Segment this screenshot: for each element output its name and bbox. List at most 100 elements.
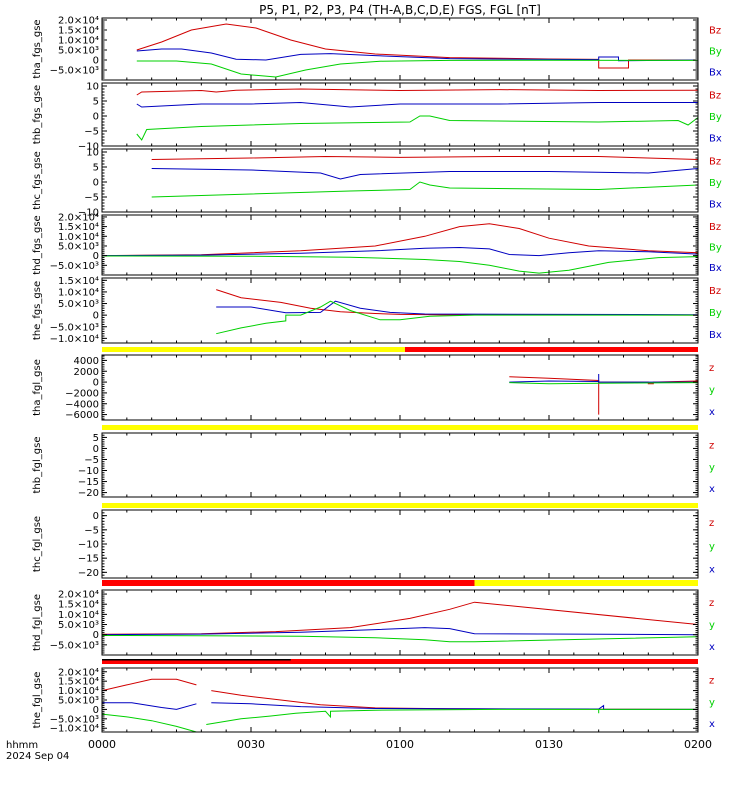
- y-tick-label: −5.0×10³: [50, 261, 99, 272]
- y-axis-label: tha_fgs_gse: [32, 19, 43, 78]
- footer-date: 2024 Sep 04: [6, 751, 69, 762]
- series-line-x: [136, 101, 698, 108]
- y-tick-label: 0: [93, 705, 99, 716]
- y-axis-label: thb_fgs_gse: [32, 85, 43, 144]
- series-line-z: [151, 155, 698, 160]
- y-tick-label: 5: [93, 163, 99, 174]
- panel-frame: [101, 589, 699, 656]
- legend-z: Bz: [709, 286, 721, 297]
- y-tick-label: 10: [86, 148, 99, 159]
- series-line-z: [216, 289, 698, 316]
- y-tick-label: −10: [78, 208, 99, 219]
- y-tick-label: −6000: [65, 410, 99, 421]
- y-tick-label: 0: [93, 311, 99, 322]
- y-tick-label: 5: [93, 433, 99, 444]
- y-tick-label: −2000: [65, 388, 99, 399]
- plot-title: P5, P1, P2, P3, P4 (TH-A,B,C,D,E) FGS, F…: [259, 3, 541, 17]
- legend-x: Bx: [709, 133, 722, 144]
- y-tick-label: 1.5×10⁴: [58, 26, 99, 37]
- y-tick-label: 10: [86, 82, 99, 93]
- y-axis-label: thc_fgl_gse: [32, 516, 43, 572]
- x-tick-label: 0130: [535, 738, 563, 751]
- legend-x: x: [709, 484, 715, 495]
- panel-frame: [101, 432, 699, 498]
- y-tick-label: 5.0×10³: [58, 620, 99, 631]
- y-tick-label: 2.0×10⁴: [58, 590, 99, 601]
- y-axis-label: thd_fgs_gse: [32, 215, 43, 274]
- panel-frame: [101, 354, 699, 421]
- status-bar-segment-red: [102, 580, 475, 586]
- x-tick-label: 0030: [237, 738, 265, 751]
- panel-thc_fgs_gse: 10 5 0 −5 −10 thc_fgs_gse Bz By Bx: [32, 148, 722, 219]
- panel-frame: [101, 277, 699, 344]
- series-line-x: [102, 246, 698, 257]
- y-tick-label: −15: [78, 554, 99, 565]
- y-tick-label: 1.0×10⁴: [58, 36, 99, 47]
- y-tick-label: 5.0×10³: [58, 46, 99, 57]
- legend-x: Bx: [709, 330, 722, 341]
- legend-x: x: [709, 407, 715, 418]
- y-tick-label: 0: [93, 56, 99, 67]
- status-bars-group: [102, 347, 698, 664]
- y-tick-label: 0: [93, 178, 99, 189]
- series-line-z: [102, 223, 698, 257]
- y-tick-label: 0: [93, 511, 99, 522]
- y-tick-label: 0: [93, 378, 99, 389]
- series-line-y: [216, 300, 698, 335]
- series-line-x: [509, 374, 698, 383]
- series-line-y: [509, 382, 698, 385]
- y-tick-label: 2.0×10⁴: [58, 667, 99, 678]
- y-tick-label: −4000: [65, 399, 99, 410]
- series-line-y: [102, 708, 698, 732]
- series-line-z: [136, 23, 698, 69]
- y-tick-label: 1.0×10⁴: [58, 686, 99, 697]
- y-tick-label: 0: [93, 444, 99, 455]
- y-tick-label: −10: [78, 142, 99, 153]
- y-axis-label: thd_fgl_gse: [32, 594, 43, 651]
- legend-x: x: [709, 564, 715, 575]
- legend-x: Bx: [709, 68, 722, 79]
- legend-z: Bz: [709, 25, 721, 36]
- series-line-x: [216, 300, 698, 316]
- y-tick-label: 1.0×10⁴: [58, 287, 99, 298]
- status-bar-segment-black: [102, 659, 291, 661]
- y-axis-label: thb_fgl_gse: [32, 437, 43, 494]
- y-tick-label: 1.0×10⁴: [58, 610, 99, 621]
- panel-frame: [101, 82, 699, 147]
- y-tick-label: −5.0×10³: [50, 322, 99, 333]
- legend-y: y: [709, 697, 715, 708]
- panel-thb_fgs_gse: 10 5 0 −5 −10 thb_fgs_gse Bz By Bx: [32, 82, 722, 153]
- series-line-y: [136, 59, 698, 78]
- y-tick-label: 1.5×10⁴: [58, 222, 99, 233]
- y-tick-label: 2.0×10⁴: [58, 16, 99, 27]
- y-tick-label: −5.0×10³: [50, 640, 99, 651]
- y-tick-label: 5.0×10³: [58, 241, 99, 252]
- panel-frame: [101, 214, 699, 276]
- series-line-x: [102, 702, 698, 710]
- y-tick-label: −5: [84, 525, 99, 536]
- x-tick-label: 0100: [386, 738, 414, 751]
- legend-z: Bz: [709, 91, 721, 102]
- y-tick-label: −5: [84, 193, 99, 204]
- panel-thc_fgl_gse: 0 −5 −10 −15 −20 thc_fgl_gse z y x: [32, 509, 715, 579]
- y-axis-label: thc_fgs_gse: [32, 151, 43, 210]
- x-tick-label: 0200: [684, 738, 712, 751]
- series-line-y: [102, 635, 698, 643]
- y-tick-label: 1.5×10⁴: [58, 600, 99, 611]
- footer-hhmm-label: hhmm: [6, 740, 38, 751]
- y-tick-label: −5: [84, 127, 99, 138]
- legend-y: By: [709, 243, 722, 254]
- y-tick-label: 1.0×10⁴: [58, 232, 99, 243]
- series-line-x: [151, 168, 698, 180]
- legend-z: Bz: [709, 222, 721, 233]
- y-tick-label: −15: [78, 477, 99, 488]
- y-tick-label: −5.0×10³: [50, 714, 99, 725]
- y-tick-label: −10: [78, 540, 99, 551]
- y-axis-label: the_fgs_gse: [32, 281, 43, 340]
- series-line-y: [102, 255, 698, 274]
